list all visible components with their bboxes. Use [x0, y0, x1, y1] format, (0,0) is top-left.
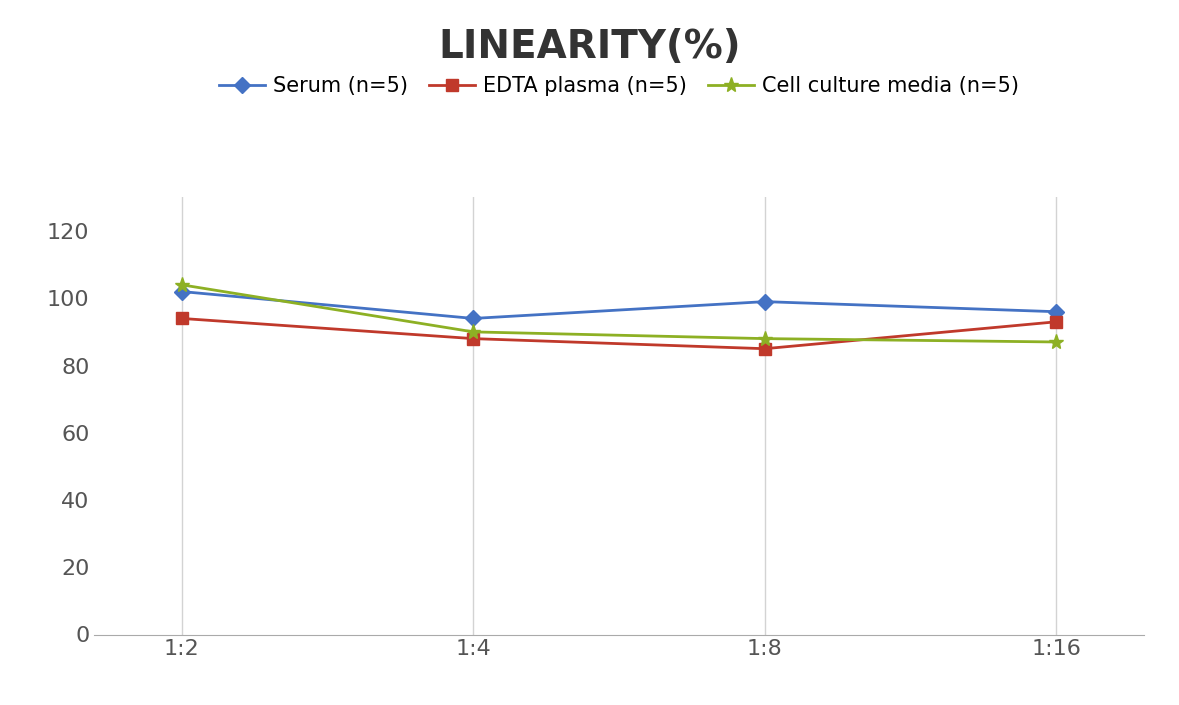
EDTA plasma (n=5) [466, 334, 480, 343]
Legend: Serum (n=5), EDTA plasma (n=5), Cell culture media (n=5): Serum (n=5), EDTA plasma (n=5), Cell cul… [211, 68, 1027, 104]
Cell culture media (n=5) [466, 328, 480, 336]
Line: Serum (n=5): Serum (n=5) [176, 286, 1062, 324]
Cell culture media (n=5) [758, 334, 772, 343]
EDTA plasma (n=5) [758, 345, 772, 353]
Line: EDTA plasma (n=5): EDTA plasma (n=5) [176, 313, 1062, 354]
Cell culture media (n=5) [1049, 338, 1063, 346]
Serum (n=5) [466, 314, 480, 323]
Serum (n=5) [1049, 307, 1063, 316]
Serum (n=5) [758, 298, 772, 306]
Text: LINEARITY(%): LINEARITY(%) [439, 28, 740, 66]
EDTA plasma (n=5) [1049, 317, 1063, 326]
Line: Cell culture media (n=5): Cell culture media (n=5) [174, 277, 1063, 350]
Cell culture media (n=5) [174, 281, 189, 289]
Serum (n=5) [174, 288, 189, 296]
EDTA plasma (n=5) [174, 314, 189, 323]
